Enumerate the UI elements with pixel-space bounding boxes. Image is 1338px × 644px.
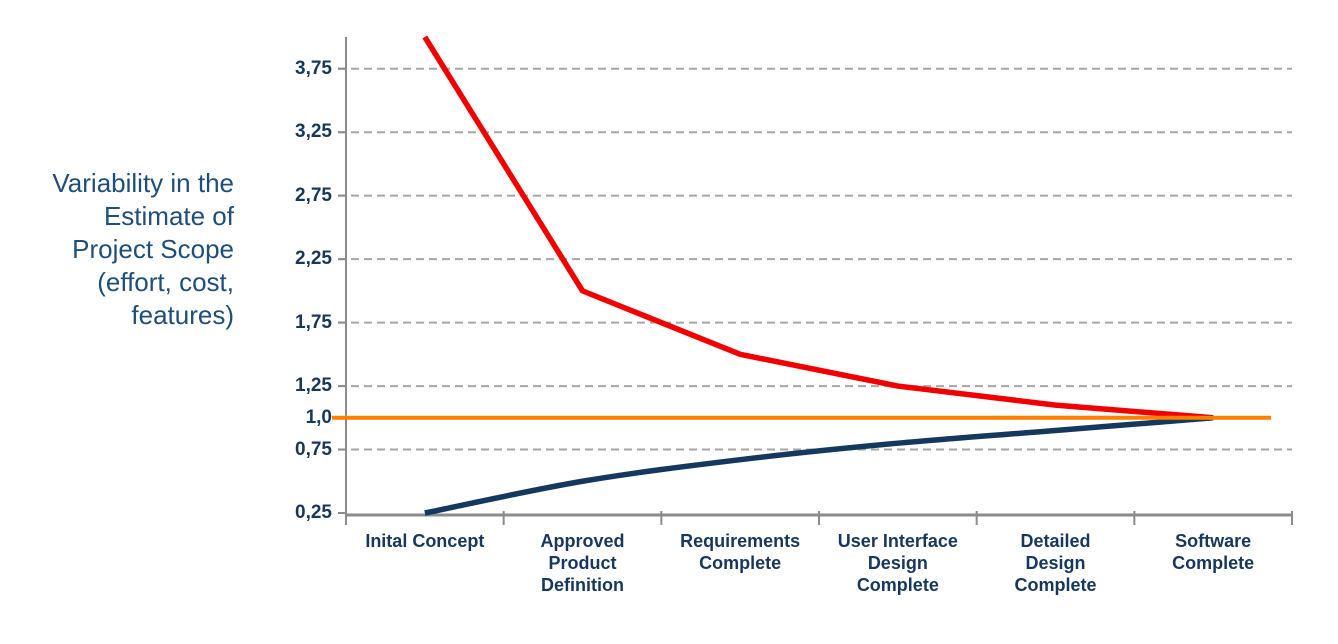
y-tick-label: 2,25 — [295, 248, 332, 270]
x-category-label: Detailed Design Complete — [1014, 531, 1097, 595]
y-tick-label: 0,25 — [295, 502, 332, 523]
y-tick-label: 0,75 — [295, 438, 332, 460]
y-tick-label: 1,75 — [295, 311, 332, 333]
x-category-label: User Interface Design Complete — [837, 531, 958, 595]
series-lower-estimate-multiplier — [424, 415, 1214, 516]
y-tick-label: 1,25 — [295, 375, 332, 397]
y-tick-label: 3,75 — [295, 57, 332, 79]
y-axis-title: Variability in the Estimate of Project S… — [52, 168, 234, 330]
x-category-label: Inital Concept — [365, 531, 485, 551]
y-tick-label: 2,75 — [295, 184, 332, 206]
series-upper-estimate-multiplier — [422, 35, 1214, 421]
y-tick-label: 3,25 — [295, 121, 332, 143]
x-category-label: Software Complete — [1172, 531, 1255, 573]
x-category-label: Approved Product Definition — [540, 531, 625, 595]
y-tick-label: 1,0 — [305, 406, 332, 428]
x-category-label: Requirements Complete — [680, 531, 801, 573]
